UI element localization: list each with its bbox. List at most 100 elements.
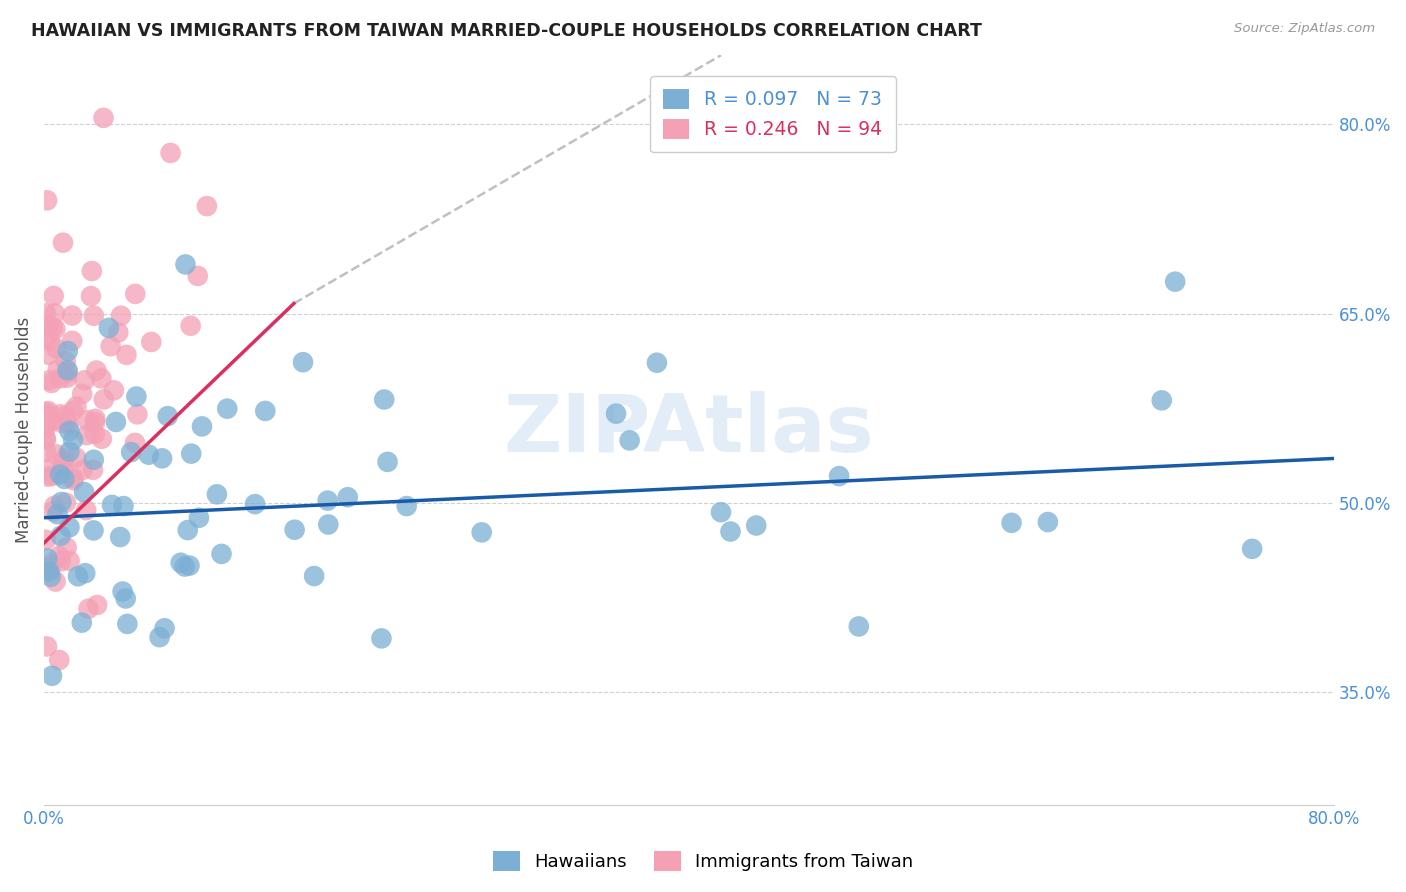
Point: [37, 410, 59, 425]
Point: [60, 334, 83, 348]
Point: [254, 404, 277, 418]
Point: [38, 373, 60, 387]
Point: [179, 558, 201, 573]
Point: [49, 554, 72, 568]
Point: [377, 455, 399, 469]
Point: [65, 400, 87, 414]
Point: [720, 524, 742, 539]
Point: [83, 427, 105, 442]
Point: [112, 499, 135, 513]
Point: [45, 447, 67, 461]
Point: [52, 455, 75, 469]
Point: [828, 469, 851, 483]
Point: [83, 309, 105, 323]
Point: [848, 619, 870, 633]
Point: [42, 414, 65, 428]
Point: [70, 615, 93, 630]
Point: [73, 373, 96, 387]
Point: [316, 493, 339, 508]
Point: [53, 451, 76, 466]
Y-axis label: Married-couple Households: Married-couple Households: [15, 317, 32, 543]
Point: [108, 530, 131, 544]
Point: [117, 616, 139, 631]
Point: [42, 320, 65, 334]
Point: [318, 517, 340, 532]
Point: [75, 503, 97, 517]
Point: [53, 409, 76, 424]
Point: [1241, 541, 1264, 556]
Point: [104, 415, 127, 429]
Point: [55, 541, 77, 555]
Point: [41, 376, 63, 390]
Point: [35, 640, 58, 654]
Point: [605, 407, 627, 421]
Point: [173, 559, 195, 574]
Point: [124, 286, 146, 301]
Point: [58, 444, 80, 458]
Point: [58, 554, 80, 568]
Point: [37, 469, 59, 483]
Point: [86, 598, 108, 612]
Point: [373, 392, 395, 407]
Text: Source: ZipAtlas.com: Source: ZipAtlas.com: [1234, 22, 1375, 36]
Point: [138, 448, 160, 462]
Point: [66, 569, 89, 583]
Point: [75, 566, 97, 581]
Point: [56, 370, 79, 384]
Point: [710, 505, 733, 519]
Point: [70, 387, 93, 401]
Point: [211, 547, 233, 561]
Point: [41, 669, 63, 683]
Point: [41, 469, 63, 483]
Point: [471, 525, 494, 540]
Point: [76, 428, 98, 442]
Point: [114, 591, 136, 606]
Point: [292, 355, 315, 369]
Point: [149, 630, 172, 644]
Point: [90, 432, 112, 446]
Point: [39, 570, 62, 584]
Point: [46, 507, 69, 521]
Point: [62, 433, 84, 447]
Point: [90, 371, 112, 385]
Point: [51, 495, 73, 509]
Point: [645, 356, 668, 370]
Point: [41, 557, 63, 571]
Point: [83, 524, 105, 538]
Point: [55, 415, 77, 429]
Text: ZIPAtlas: ZIPAtlas: [503, 391, 875, 469]
Point: [62, 471, 84, 485]
Point: [127, 408, 149, 422]
Point: [45, 574, 67, 589]
Point: [217, 401, 239, 416]
Point: [153, 621, 176, 635]
Point: [93, 111, 115, 125]
Point: [187, 511, 209, 525]
Point: [35, 433, 58, 447]
Point: [51, 416, 73, 430]
Point: [56, 344, 79, 359]
Point: [174, 257, 197, 271]
Point: [38, 409, 60, 424]
Point: [52, 235, 75, 250]
Point: [150, 451, 173, 466]
Point: [619, 434, 641, 448]
Point: [1150, 393, 1173, 408]
Point: [48, 549, 70, 563]
Point: [72, 463, 94, 477]
Point: [395, 499, 418, 513]
Point: [93, 392, 115, 407]
Point: [745, 518, 768, 533]
Point: [46, 362, 69, 376]
Point: [82, 463, 104, 477]
Point: [62, 403, 84, 417]
Point: [35, 432, 58, 446]
Point: [49, 371, 72, 385]
Point: [38, 565, 60, 579]
Point: [52, 460, 75, 475]
Point: [48, 653, 70, 667]
Point: [284, 523, 307, 537]
Point: [38, 348, 60, 362]
Point: [55, 495, 77, 509]
Point: [110, 309, 132, 323]
